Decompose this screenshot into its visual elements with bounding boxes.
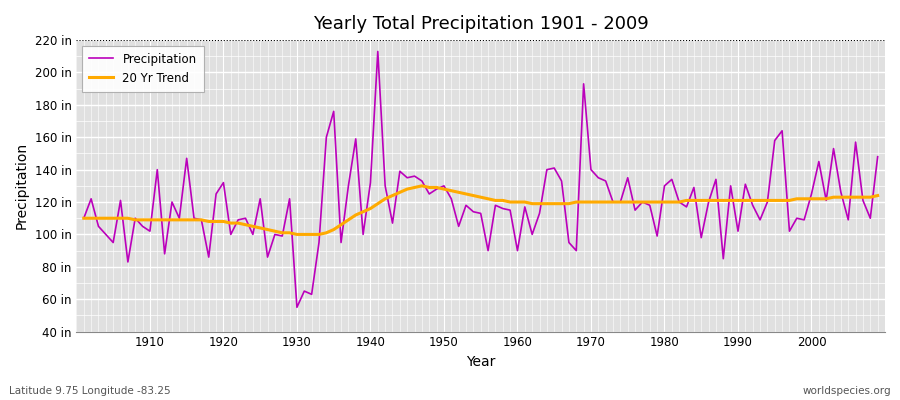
Precipitation bbox=[872, 154, 883, 159]
Legend: Precipitation, 20 Yr Trend: Precipitation, 20 Yr Trend bbox=[82, 46, 203, 92]
Precipitation bbox=[306, 292, 317, 297]
Precipitation bbox=[519, 204, 530, 209]
Precipitation bbox=[373, 49, 383, 54]
Precipitation bbox=[78, 216, 89, 221]
Y-axis label: Precipitation: Precipitation bbox=[15, 142, 29, 230]
20 Yr Trend bbox=[872, 193, 883, 198]
20 Yr Trend bbox=[417, 184, 428, 188]
Title: Yearly Total Precipitation 1901 - 2009: Yearly Total Precipitation 1901 - 2009 bbox=[313, 15, 649, 33]
20 Yr Trend bbox=[350, 212, 361, 217]
Precipitation bbox=[137, 224, 148, 229]
Line: Precipitation: Precipitation bbox=[84, 52, 878, 307]
20 Yr Trend bbox=[137, 218, 148, 222]
Text: worldspecies.org: worldspecies.org bbox=[803, 386, 891, 396]
X-axis label: Year: Year bbox=[466, 355, 495, 369]
20 Yr Trend bbox=[615, 200, 626, 204]
Line: 20 Yr Trend: 20 Yr Trend bbox=[84, 186, 878, 234]
Precipitation bbox=[292, 305, 302, 310]
Precipitation bbox=[615, 200, 626, 204]
Text: Latitude 9.75 Longitude -83.25: Latitude 9.75 Longitude -83.25 bbox=[9, 386, 171, 396]
20 Yr Trend bbox=[306, 232, 317, 237]
20 Yr Trend bbox=[526, 201, 537, 206]
Precipitation bbox=[526, 232, 537, 237]
20 Yr Trend bbox=[78, 216, 89, 221]
20 Yr Trend bbox=[519, 200, 530, 204]
20 Yr Trend bbox=[292, 232, 302, 237]
Precipitation bbox=[350, 136, 361, 141]
